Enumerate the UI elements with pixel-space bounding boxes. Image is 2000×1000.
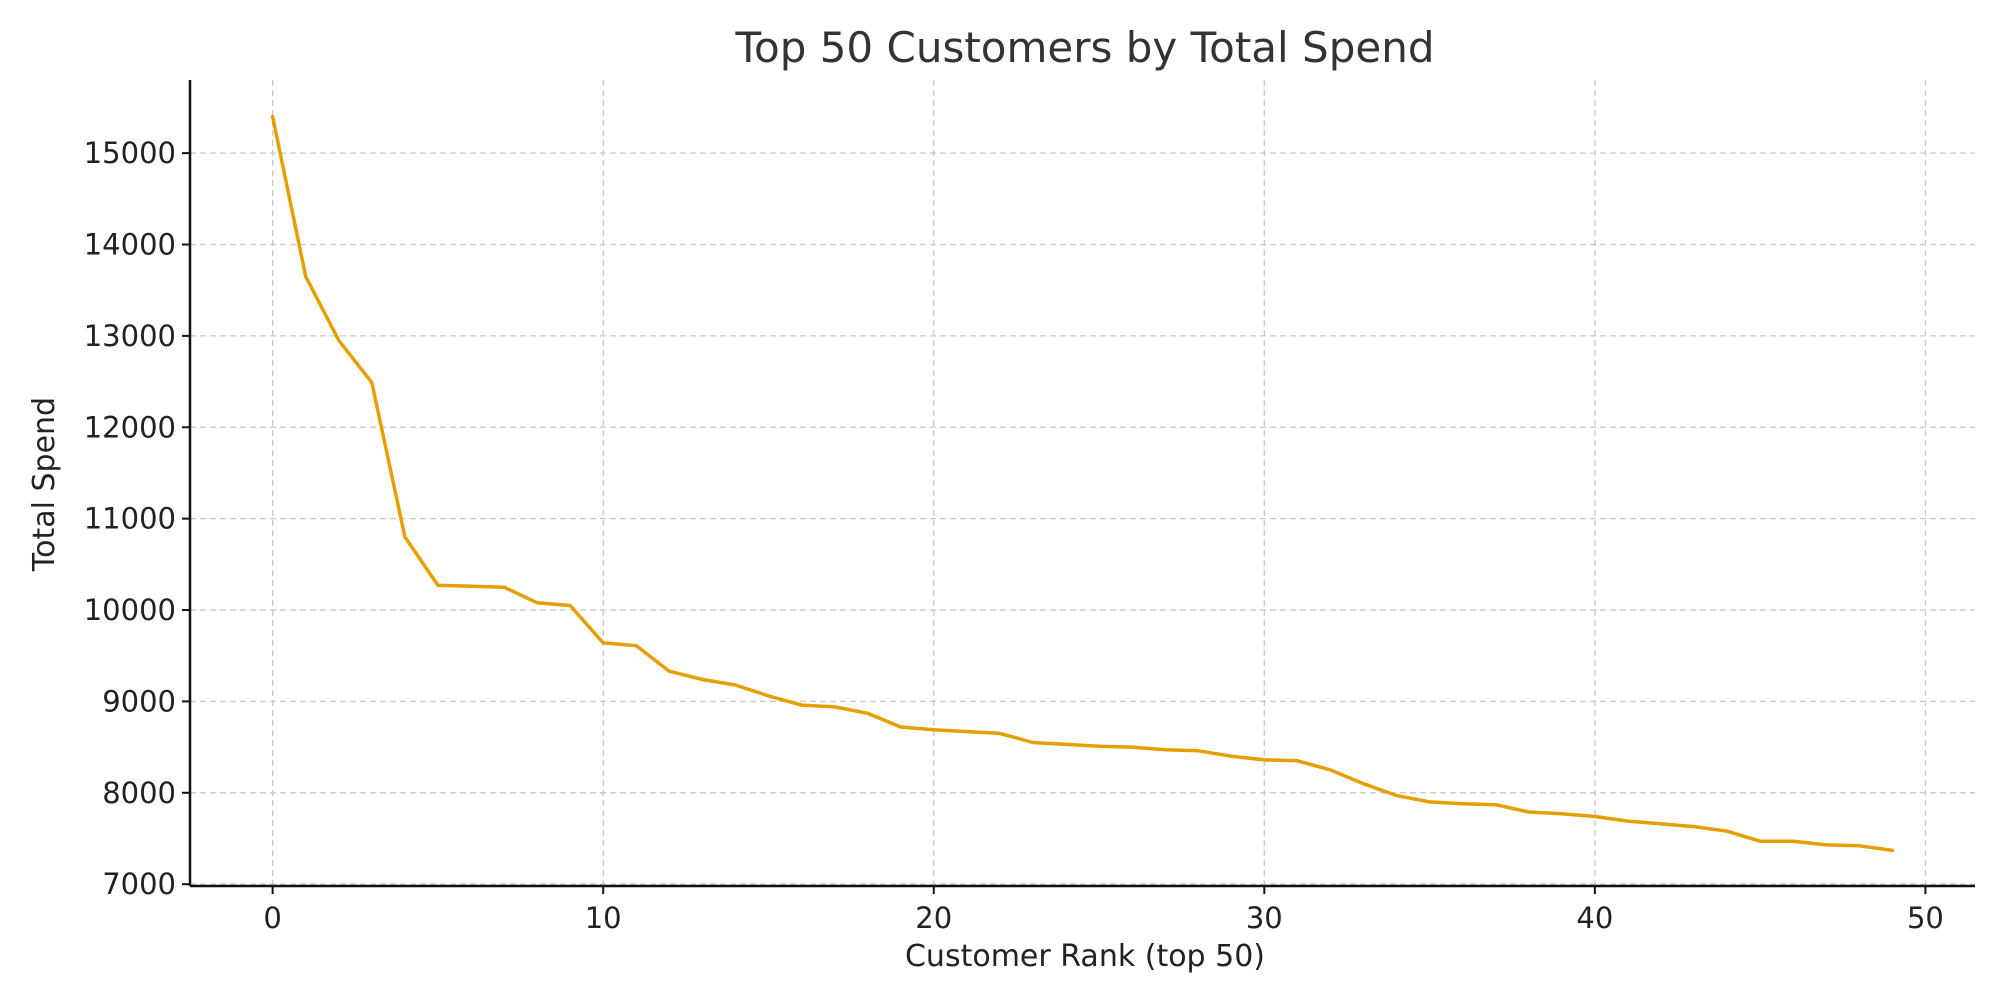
grid [190,80,1975,886]
x-tick-label: 10 [585,901,622,935]
y-tick-label: 13000 [84,319,176,353]
x-tick-label: 30 [1246,901,1283,935]
x-axis-label: Customer Rank (top 50) [905,939,1265,974]
y-axis-label: Total Spend [27,397,62,572]
y-tick-label: 10000 [84,593,176,627]
x-tick-label: 50 [1907,901,1944,935]
axes [182,80,1975,894]
series-layer [270,114,1895,853]
series-line [270,114,1895,853]
y-tick-label: 7000 [102,867,176,901]
y-tick-label: 15000 [84,136,176,170]
y-tick-label: 8000 [102,776,176,810]
tick-labels: 0 10 20 30 40 50 7000 8000 9000 10000 11000 12000 13… [84,136,1944,935]
x-tick-label: 40 [1576,901,1613,935]
chart-title: Top 50 Customers by Total Spend [734,23,1434,72]
y-tick-label: 11000 [84,502,176,536]
y-tick-label: 9000 [102,684,176,718]
y-tick-label: 14000 [84,227,176,261]
y-tick-label: 12000 [84,410,176,444]
x-tick-label: 20 [915,901,952,935]
x-tick-label: 0 [263,901,281,935]
